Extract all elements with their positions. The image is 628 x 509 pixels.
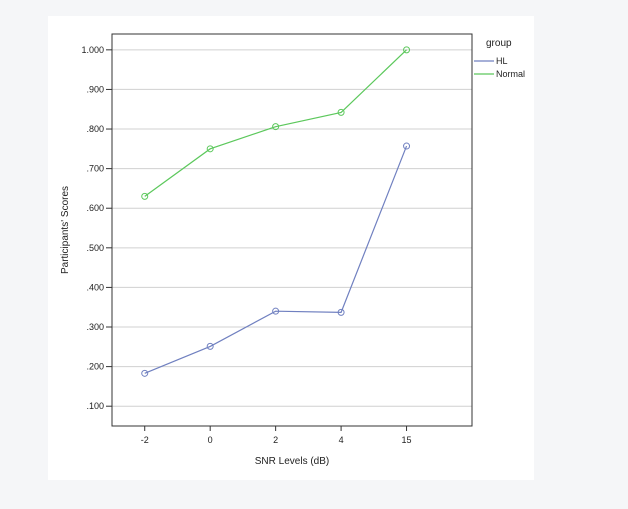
line-chart: 1.000 .900 .800 .700 .600 .500 .400 .300 .200 .10… bbox=[60, 33, 525, 467]
series-lines bbox=[141, 46, 411, 377]
series-line-hl bbox=[144, 145, 408, 374]
data-point-normal bbox=[337, 108, 345, 116]
data-point-normal bbox=[206, 145, 214, 153]
y-axis-title: Participants' Scores bbox=[60, 186, 71, 274]
data-point-hl bbox=[403, 142, 411, 150]
legend-label-normal: Normal bbox=[496, 69, 525, 79]
x-axis-title: SNR Levels (dB) bbox=[255, 456, 329, 467]
x-tick-label: 2 bbox=[273, 435, 278, 445]
plot-frame bbox=[111, 33, 473, 427]
data-point-hl bbox=[206, 342, 214, 350]
legend-items: HL Normal bbox=[474, 56, 525, 79]
data-point-normal bbox=[403, 46, 411, 54]
x-tick-label: 15 bbox=[402, 435, 412, 445]
legend: group HL Normal bbox=[474, 38, 525, 79]
x-tick-label: 4 bbox=[339, 435, 344, 445]
y-axis-ticks: 1.000 .900 .800 .700 .600 .500 .400 .300 .200 .10… bbox=[81, 45, 112, 411]
data-point-hl bbox=[337, 308, 345, 316]
x-tick-label: 0 bbox=[208, 435, 213, 445]
chart-card: 1.000 .900 .800 .700 .600 .500 .400 .300 .200 .10… bbox=[48, 16, 534, 480]
y-tick-label: .100 bbox=[86, 401, 104, 411]
y-tick-label: .300 bbox=[86, 322, 104, 332]
data-point-normal bbox=[141, 192, 149, 200]
legend-label-hl: HL bbox=[496, 56, 508, 66]
data-point-normal bbox=[272, 123, 280, 131]
y-tick-label: .500 bbox=[86, 243, 104, 253]
x-tick-label: -2 bbox=[141, 435, 149, 445]
y-tick-label: .700 bbox=[86, 164, 104, 174]
y-tick-label: 1.000 bbox=[81, 45, 104, 55]
y-tick-label: .900 bbox=[86, 84, 104, 94]
legend-title: group bbox=[486, 38, 512, 49]
data-point-hl bbox=[141, 369, 149, 377]
y-tick-label: .200 bbox=[86, 362, 104, 372]
data-point-hl bbox=[272, 307, 280, 315]
x-axis-ticks: -2 0 2 4 15 bbox=[141, 426, 412, 445]
y-tick-label: .400 bbox=[86, 282, 104, 292]
y-tick-label: .800 bbox=[86, 124, 104, 134]
y-tick-label: .600 bbox=[86, 203, 104, 213]
gridlines bbox=[112, 49, 472, 407]
series-line-normal bbox=[144, 49, 407, 197]
